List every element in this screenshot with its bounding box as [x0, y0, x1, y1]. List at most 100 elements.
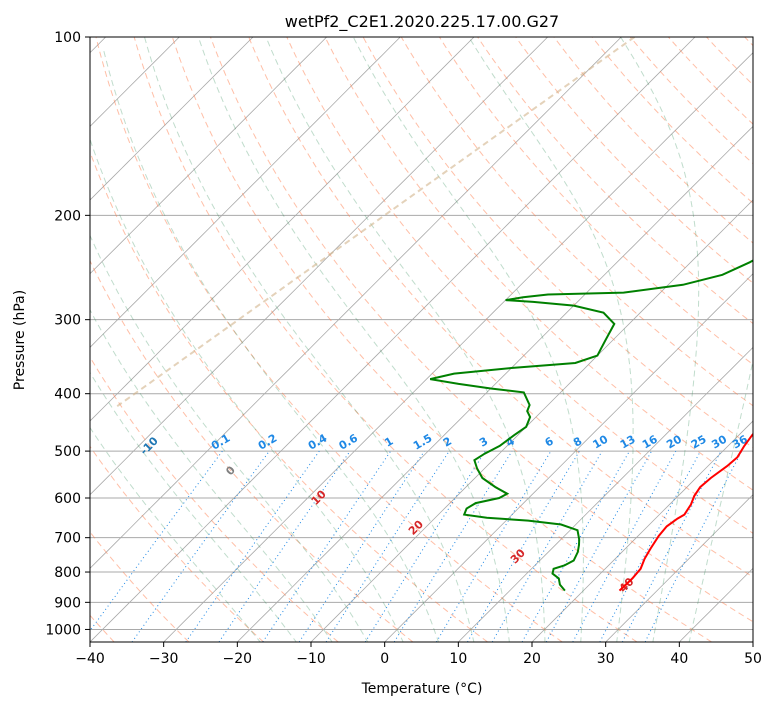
moist-adiabat-line [90, 371, 297, 642]
x-tick-label: 20 [523, 651, 541, 667]
y-tick-label: 900 [54, 595, 81, 611]
isotherm-line [90, 37, 327, 275]
isotherm-line [458, 346, 753, 642]
mixing-ratio-label: 6 [543, 434, 556, 449]
isotherm-line [531, 420, 753, 642]
x-tick-label: −30 [149, 651, 179, 667]
dry-adiabat-line [706, 37, 753, 86]
dry-adiabat-line [668, 37, 753, 125]
moist-adiabat-line [265, 37, 546, 642]
y-tick-label: 1000 [45, 622, 81, 638]
mixing-ratio-label: 1.5 [411, 432, 434, 453]
x-axis-title: Temperature (°C) [361, 681, 483, 697]
mixing-ratio-line [325, 450, 450, 642]
y-tick-label: 200 [54, 208, 81, 224]
mixing-ratio-label: 10 [591, 432, 611, 451]
dry-adiabat-label: -20 [57, 404, 80, 427]
mixing-ratio-label: 8 [571, 435, 584, 450]
dry-adiabat-line [553, 37, 753, 244]
moist-adiabat-line [620, 37, 700, 642]
moist-adiabat-line [90, 137, 404, 642]
profile-series [429, 259, 753, 592]
isotherm-line [163, 52, 753, 642]
moist-adiabat-line [90, 426, 261, 642]
mixing-ratio-line [435, 450, 552, 642]
mixing-ratio-label: 30 [709, 432, 729, 451]
y-tick-label: 300 [54, 313, 81, 329]
dry-adiabat-line [400, 37, 753, 407]
moist-adiabat-line [144, 37, 475, 642]
y-tick-label: 500 [54, 444, 81, 460]
chart-title: wetPf2_C2E1.2020.225.17.00.G27 [285, 12, 559, 32]
mixing-ratio-line [393, 450, 513, 642]
moist-adiabat-line [90, 308, 333, 642]
y-tick-label: 600 [54, 491, 81, 507]
moist-adiabat-line [688, 358, 753, 642]
dry-adiabat-line [744, 37, 753, 47]
mixing-ratio-line [364, 450, 486, 642]
mixing-ratio-label: 1 [382, 435, 395, 450]
isotherm-line [310, 199, 753, 642]
dry-adiabat-line [324, 37, 753, 491]
dewpoint-profile [429, 259, 753, 592]
isotherm-line [384, 273, 753, 642]
mixing-ratio-label: 20 [664, 432, 684, 451]
y-tick-label: 700 [54, 531, 81, 547]
temperature-profile [618, 432, 753, 592]
dry-adiabat-line [95, 37, 563, 642]
reference-curve [116, 37, 636, 408]
mixing-ratio-label: 0.6 [337, 431, 361, 452]
mixing-ratio-label: 0.4 [306, 431, 330, 452]
mixing-ratio-label: 16 [640, 432, 660, 451]
isotherm-line [90, 37, 548, 496]
dry-adiabat-line [591, 37, 753, 204]
dry-adiabat-line [515, 37, 753, 284]
mixing-ratio-line [572, 450, 677, 642]
mixing-ratio-line [131, 450, 270, 642]
mixing-ratio-label: 25 [689, 433, 709, 452]
dry-adiabat-line [90, 531, 190, 642]
x-tick-label: 10 [449, 651, 467, 667]
y-tick-label: 400 [54, 387, 81, 403]
plot-frame [89, 36, 754, 643]
isotherm-line [90, 37, 622, 569]
mixing-ratio-line [298, 450, 425, 642]
y-axis: 100 200 300 400 500 600 700 800 900 1000 [45, 30, 90, 638]
dry-adiabat-line [133, 37, 638, 642]
isotherm-line [90, 37, 401, 348]
dry-adiabat-line [90, 259, 414, 642]
x-tick-label: −10 [296, 651, 326, 667]
x-tick-label: −40 [75, 651, 105, 667]
dry-adiabat-label: -10 [138, 434, 161, 457]
isotherm-line [90, 37, 254, 201]
mixing-ratio-line [90, 450, 223, 632]
dry-adiabat-line [90, 150, 488, 642]
mixing-ratio-line [262, 450, 392, 642]
isotherm-line [237, 125, 753, 642]
dry-adiabat-line [90, 356, 339, 642]
dry-adiabat-line [477, 37, 753, 325]
dry-adiabat-line [248, 37, 753, 578]
mixing-ratio-line [218, 450, 351, 642]
chart-grid [90, 37, 753, 642]
isotherm-line [90, 37, 475, 422]
dry-adiabat-line [171, 37, 712, 642]
moist-adiabat-line [197, 37, 510, 642]
y-axis-title: Pressure (hPa) [12, 290, 28, 390]
isotherm-line [605, 494, 753, 642]
x-tick-label: 30 [597, 651, 615, 667]
moist-adiabat-line [352, 37, 584, 642]
moist-adiabat-line [468, 37, 634, 642]
dry-adiabat-line [438, 37, 753, 366]
dry-adiabat-line [629, 37, 753, 165]
x-tick-label: 50 [744, 651, 762, 667]
x-tick-label: 0 [380, 651, 389, 667]
mixing-ratio-line [599, 450, 701, 642]
isotherm-line [679, 567, 753, 642]
mixing-ratio-label: 3 [477, 435, 490, 450]
dry-adiabat-line [210, 37, 753, 623]
dry-adiabat-line [90, 445, 264, 642]
moist-adiabat-line [103, 49, 440, 642]
mixing-ratio-line [521, 450, 630, 642]
